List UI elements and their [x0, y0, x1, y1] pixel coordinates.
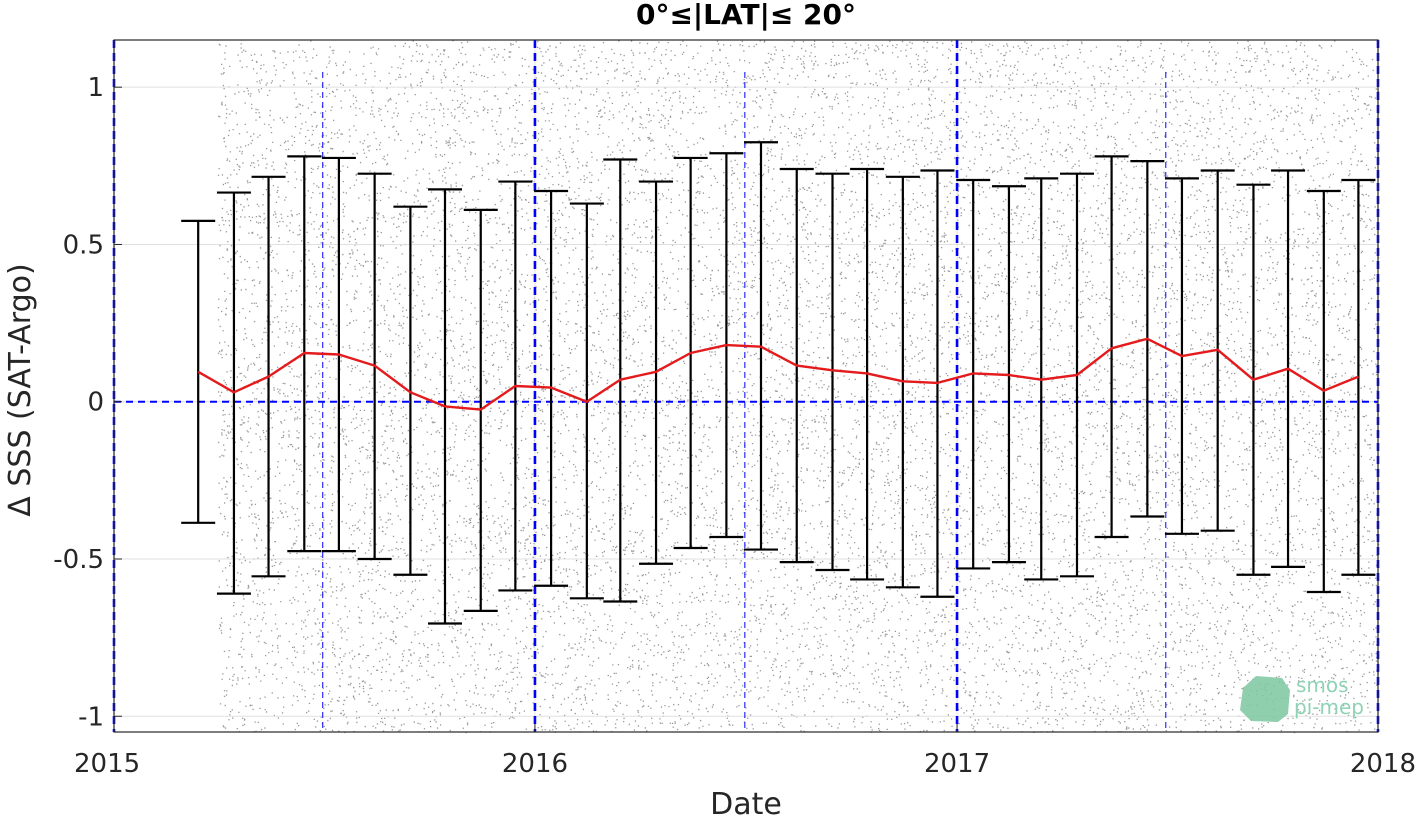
logo-text-line2: pi-mep [1294, 695, 1364, 719]
scatter-cloud [217, 40, 1380, 734]
y-tick-label-4: 1 [87, 73, 104, 103]
error-bar-6 [393, 205, 428, 576]
error-bar-18 [815, 172, 850, 572]
y-tick-label-3: 0.5 [63, 230, 104, 260]
logo: smos pi-mep [1240, 673, 1364, 722]
chart-title: 0°≤|LAT|≤ 20° [636, 0, 856, 31]
axis-ticks: -1 -0.5 0 0.5 1 2015 2016 2017 2018 [53, 73, 1416, 779]
y-tick-label-1: -0.5 [53, 545, 104, 575]
x-tick-label-1: 2016 [502, 749, 568, 779]
x-tick-label-3: 2018 [1350, 749, 1416, 779]
logo-mark-icon [1240, 676, 1290, 722]
plot-frame [113, 39, 1379, 733]
mean-line [197, 337, 1359, 411]
y-tick-label-2: 0 [87, 388, 104, 418]
y-axis-label: Δ SSS (SAT-Argo) [3, 263, 38, 516]
data-series [181, 141, 1376, 625]
x-tick-label-0: 2015 [74, 749, 140, 779]
x-tick-label-2: 2017 [924, 749, 990, 779]
scatter-points [217, 40, 1380, 734]
logo-text-line1: smos [1296, 673, 1349, 697]
x-axis-label: Date [710, 787, 782, 818]
y-tick-label-0: -1 [78, 702, 104, 732]
error-bar-26 [1094, 155, 1129, 539]
